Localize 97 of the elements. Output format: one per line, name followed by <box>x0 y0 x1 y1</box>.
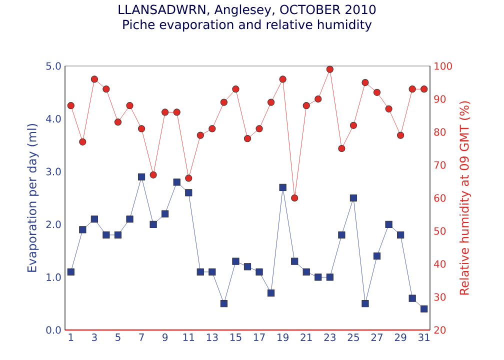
point <box>302 102 310 110</box>
y2-tick-label: 60 <box>434 194 446 202</box>
x-tick-label: 5 <box>116 334 120 341</box>
y2-tick-label: 80 <box>434 128 446 136</box>
point <box>291 194 298 202</box>
point <box>268 289 275 297</box>
point <box>150 171 157 178</box>
point <box>397 231 404 239</box>
y2-tick-label: 70 <box>434 161 446 169</box>
y2-tick-label: 50 <box>434 227 446 235</box>
x-tick-label: 23 <box>324 334 336 342</box>
point <box>302 268 310 276</box>
x-tick-label: 19 <box>278 334 288 342</box>
y-tick-label: 0.0 <box>46 326 61 334</box>
point <box>173 178 180 186</box>
point <box>291 258 298 265</box>
point <box>408 294 416 302</box>
point <box>126 216 134 223</box>
x-tick-label: 29 <box>394 334 406 342</box>
point <box>244 135 252 142</box>
point <box>314 274 322 281</box>
x-tick-label: 27 <box>371 334 383 341</box>
y-tick-label: 3.0 <box>46 168 61 176</box>
point <box>102 86 110 93</box>
point <box>67 268 74 276</box>
point <box>138 173 146 180</box>
x-tick-label: 17 <box>254 334 265 341</box>
chart-title: LLANSADWRN, Anglesey, OCTOBER 2010 <box>118 4 376 17</box>
point <box>232 86 240 93</box>
y2-axis-title: Relative humidity at 09 GMT (%) <box>459 101 472 295</box>
x-tick-label: 31 <box>418 334 430 342</box>
point <box>79 226 86 234</box>
y-tick-label: 4.0 <box>46 115 61 123</box>
point <box>162 210 169 218</box>
x-tick-label: 13 <box>206 334 218 342</box>
point <box>196 132 204 139</box>
point <box>279 184 286 191</box>
point <box>420 305 428 312</box>
point <box>232 258 240 265</box>
point <box>90 216 98 223</box>
y-tick-label: 5.0 <box>46 62 61 70</box>
point <box>362 300 369 308</box>
point <box>279 76 286 83</box>
point <box>373 88 381 96</box>
point <box>196 268 204 276</box>
y-tick-label: 2.0 <box>46 220 61 228</box>
point <box>244 263 252 270</box>
x-tick-label: 11 <box>183 334 194 341</box>
point <box>420 86 428 93</box>
y2-tick-label: 90 <box>434 95 446 103</box>
x-tick-label: 7 <box>139 334 144 341</box>
point <box>408 86 416 93</box>
point <box>256 268 263 276</box>
point <box>326 66 334 73</box>
point <box>185 189 192 196</box>
x-tick-label: 3 <box>92 334 97 342</box>
point <box>373 252 381 260</box>
point <box>268 98 275 106</box>
point <box>150 220 157 228</box>
point <box>102 231 110 239</box>
point <box>90 76 98 83</box>
point <box>220 300 228 308</box>
y2-tick-label: 40 <box>434 260 446 268</box>
y2-tick-label: 30 <box>434 293 446 301</box>
y2-tick-label: 100 <box>434 62 452 70</box>
point <box>350 194 358 202</box>
point <box>138 125 146 132</box>
point <box>114 118 122 126</box>
point <box>185 174 192 182</box>
point <box>208 125 216 132</box>
point <box>338 231 346 239</box>
y2-tick-label: 20 <box>434 326 446 334</box>
point <box>314 95 322 103</box>
point <box>67 102 74 110</box>
point <box>162 108 169 116</box>
point <box>79 138 86 146</box>
x-tick-label: 9 <box>162 334 168 342</box>
x-tick-label: 21 <box>300 334 312 341</box>
y-axis-title: Evaporation per day (ml) <box>27 124 39 272</box>
point <box>350 122 358 129</box>
point <box>220 98 228 106</box>
point <box>397 132 404 139</box>
point <box>208 268 216 276</box>
point <box>256 125 263 132</box>
x-tick-label: 1 <box>68 334 74 341</box>
point <box>173 108 180 116</box>
point <box>326 274 334 281</box>
point <box>385 220 392 228</box>
point <box>126 102 134 110</box>
y-tick-label: 1.0 <box>46 273 61 281</box>
point <box>362 78 369 86</box>
point <box>385 105 392 112</box>
x-tick-label: 25 <box>348 334 359 342</box>
point <box>114 231 122 239</box>
x-tick-label: 15 <box>230 334 242 341</box>
point <box>338 144 346 152</box>
chart-subtitle: Piche evaporation and relative humidity <box>123 20 372 32</box>
